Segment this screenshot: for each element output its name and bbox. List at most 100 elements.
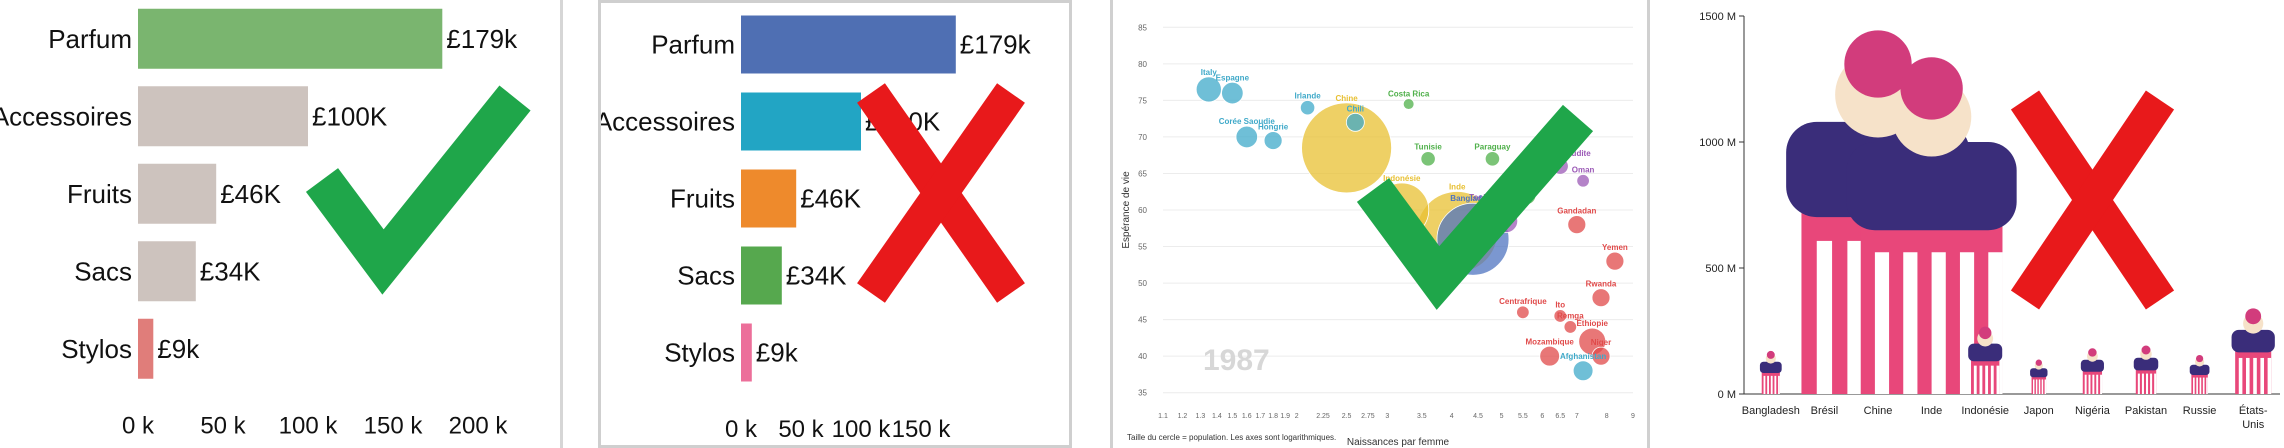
pictogram-stripe bbox=[2146, 373, 2149, 394]
x-tick-label: 50 k bbox=[200, 413, 246, 440]
category-label: Accessoires bbox=[0, 101, 132, 131]
x-tick-label: 1.7 bbox=[1255, 413, 1265, 420]
y-tick-label: 70 bbox=[1138, 133, 1147, 142]
category-label: Stylos bbox=[664, 338, 735, 368]
x-tick-label: Unis bbox=[2242, 419, 2265, 431]
bubble-label: Chili bbox=[1347, 104, 1364, 113]
bubble-label: Mozambique bbox=[1525, 337, 1574, 346]
pictogram-stripe bbox=[2032, 379, 2035, 394]
value-label: £179k bbox=[960, 30, 1032, 60]
value-label: £179k bbox=[446, 24, 518, 54]
cross-icon bbox=[857, 83, 1025, 303]
pictogram-torso bbox=[2231, 329, 2275, 353]
y-tick-label: 500 M bbox=[1705, 263, 1736, 275]
bubble bbox=[1195, 76, 1222, 103]
bubble-label: Irlande bbox=[1294, 91, 1321, 100]
bubble-label: Indonésie bbox=[1383, 174, 1421, 183]
bar bbox=[138, 318, 154, 379]
category-label: Sacs bbox=[677, 261, 735, 291]
pictogram-stripe bbox=[1903, 252, 1918, 394]
x-tick-label: 5.5 bbox=[1518, 413, 1528, 420]
value-label: £34K bbox=[786, 261, 847, 291]
x-tick-label: 2 bbox=[1295, 413, 1299, 420]
bubble bbox=[1605, 251, 1625, 271]
pictogram-stripe bbox=[2253, 357, 2257, 394]
y-tick-label: 75 bbox=[1138, 96, 1147, 105]
x-tick-label: 150 k bbox=[364, 413, 424, 440]
pictogram-stripe bbox=[1770, 375, 1773, 394]
x-axis-label: Naissances par femme bbox=[1347, 437, 1450, 448]
pictogram-torso bbox=[2030, 368, 2048, 378]
pictogram-stripe bbox=[1767, 375, 1769, 394]
bubble-label: Gandadan bbox=[1557, 207, 1596, 216]
x-tick-label: Indonésie bbox=[1961, 405, 2009, 417]
pictogram-torso bbox=[1846, 142, 2017, 231]
category-label: Parfum bbox=[48, 24, 132, 54]
x-tick-label: 0 k bbox=[122, 413, 155, 440]
pictogram-stripe bbox=[1774, 375, 1777, 394]
pictogram-stripe bbox=[2154, 373, 2157, 394]
x-tick-label: Bangladesh bbox=[1742, 405, 1800, 417]
bubble bbox=[1235, 125, 1258, 149]
x-tick-label: États- bbox=[2239, 404, 2268, 417]
value-label: £46K bbox=[800, 184, 861, 214]
y-tick-label: 55 bbox=[1138, 243, 1147, 252]
pictogram-stripe bbox=[2267, 357, 2272, 394]
category-label: Parfum bbox=[651, 30, 735, 60]
bubble-label: Remga bbox=[1557, 312, 1584, 321]
pictogram-hair bbox=[1900, 57, 1963, 120]
bubble bbox=[1591, 288, 1611, 308]
y-tick-label: 35 bbox=[1138, 389, 1147, 398]
pictogram-stripe bbox=[1979, 365, 1983, 394]
pictogram-hair bbox=[1766, 350, 1775, 359]
x-tick-label: 3.5 bbox=[1417, 413, 1427, 420]
x-tick-label: 100 k bbox=[279, 413, 339, 440]
y-tick-label: 0 M bbox=[1718, 389, 1736, 401]
pictogram-torso bbox=[2133, 357, 2159, 371]
x-tick-label: Chine bbox=[1864, 405, 1893, 417]
x-tick-label: 3 bbox=[1385, 413, 1389, 420]
bar-chart-rainbow: Parfum£179kAccessoires£100KFruits£46KSac… bbox=[601, 15, 1032, 443]
bubble-label: Bangladesh bbox=[1450, 194, 1495, 203]
pictogram-stripe bbox=[2041, 379, 2044, 394]
pictogram-stripe bbox=[1763, 375, 1766, 394]
pictogram-stripe bbox=[2196, 377, 2198, 394]
bubble-label: Chine bbox=[1335, 94, 1358, 103]
pictogram-stripe bbox=[2044, 379, 2047, 394]
bar bbox=[138, 86, 308, 147]
bubble-label: Italy bbox=[1201, 68, 1218, 77]
value-label: £46K bbox=[220, 179, 281, 209]
pictogram-torso bbox=[1759, 361, 1782, 374]
pictogram-stripe bbox=[2096, 374, 2099, 394]
bar bbox=[138, 163, 217, 224]
x-tick-label: 50 k bbox=[778, 416, 824, 443]
bubble bbox=[1301, 102, 1392, 194]
bubble bbox=[1539, 345, 1560, 367]
pictogram-stripe bbox=[1778, 375, 1780, 394]
pictogram-hair bbox=[2088, 348, 2097, 357]
bubble bbox=[1572, 360, 1594, 382]
x-tick-label: 1.1 bbox=[1158, 413, 1168, 420]
cross-icon bbox=[2010, 90, 2175, 310]
pictogram-hair bbox=[2035, 359, 2042, 366]
bubble bbox=[1263, 131, 1283, 150]
pictogram-stripe bbox=[2202, 377, 2205, 394]
bar bbox=[741, 92, 861, 151]
bubble-label: Corée Saoudie bbox=[1219, 117, 1276, 126]
bubble bbox=[1576, 174, 1590, 188]
pictogram-stripe bbox=[1990, 365, 1994, 394]
bar bbox=[138, 8, 443, 69]
pictogram-stripe bbox=[2238, 357, 2243, 394]
bubble-label: Afghanistan bbox=[1560, 352, 1606, 361]
pictogram-bar-chart: 0 M 500 M 1000 M 1500 M Bangladesh Brésil Chin… bbox=[1699, 11, 2280, 431]
bubble bbox=[1420, 151, 1436, 167]
y-tick-label: 40 bbox=[1138, 352, 1147, 361]
x-tick-label: 100 k bbox=[832, 416, 892, 443]
bubble bbox=[1563, 320, 1578, 334]
pictogram-stripe bbox=[1816, 240, 1833, 394]
x-tick-label: 2.25 bbox=[1316, 413, 1330, 420]
pictogram-hair bbox=[2141, 345, 2151, 355]
x-tick-label: Nigéria bbox=[2075, 405, 2111, 417]
bubble-label: Rwanda bbox=[1586, 280, 1617, 289]
y-tick-label: 65 bbox=[1138, 169, 1147, 178]
